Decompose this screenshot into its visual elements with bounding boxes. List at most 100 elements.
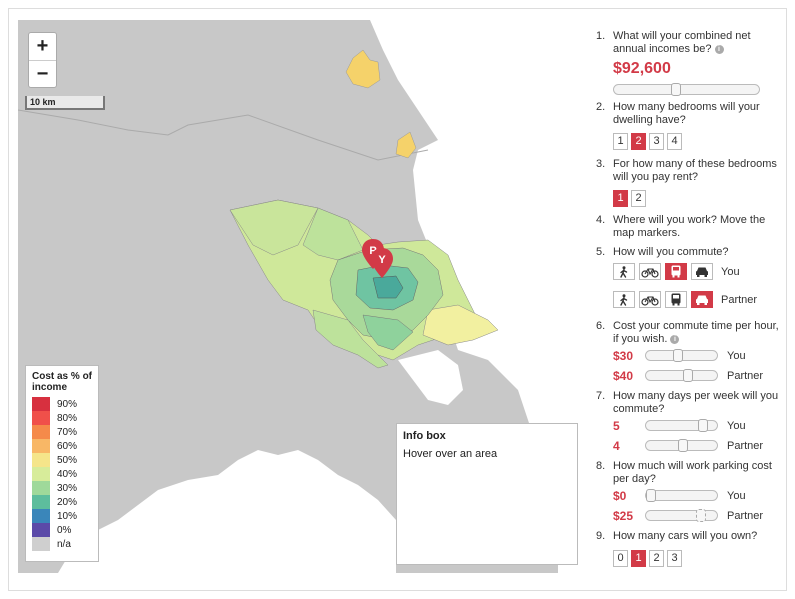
legend-item: n/a — [32, 537, 92, 551]
legend-swatch — [32, 523, 50, 537]
outlying-suburb-north[interactable] — [345, 49, 381, 89]
info-icon[interactable]: i — [714, 45, 724, 54]
q1-number: 1. — [596, 30, 606, 42]
slider-handle[interactable] — [673, 349, 683, 362]
legend: Cost as % of income 90% 80% 70% 60% 50% 40% 30… — [25, 365, 99, 562]
q3-number: 3. — [596, 158, 606, 170]
legend-label: 60% — [57, 440, 78, 452]
walk-icon — [618, 293, 630, 306]
legend-item: 60% — [32, 439, 92, 453]
commute-you-bus-button[interactable] — [665, 263, 687, 280]
q7-number: 7. — [596, 390, 606, 402]
parking-partner-slider[interactable] — [645, 509, 718, 522]
time-cost-you-slider[interactable] — [645, 349, 718, 362]
region-south[interactable] — [362, 314, 414, 351]
cars-option[interactable]: 2 — [649, 550, 664, 567]
bike-icon — [641, 294, 659, 306]
map[interactable]: P Y + − 10 km Cost as % of income 90% 80%… — [18, 20, 586, 573]
legend-title: Cost as % of income — [32, 371, 93, 393]
commute-partner-bike-button[interactable] — [639, 291, 661, 308]
district-boundary — [18, 109, 429, 161]
legend-label: 20% — [57, 496, 78, 508]
commute-partner-walk-button[interactable] — [613, 291, 635, 308]
q3-text: For how many of these bedrooms will you … — [613, 158, 777, 183]
bedrooms-option[interactable]: 4 — [667, 133, 682, 150]
income-value: $92,600 — [613, 60, 671, 77]
commute-you-bike-button[interactable] — [639, 263, 661, 280]
time-cost-you-value: $30 — [613, 349, 634, 363]
bedrooms-option[interactable]: 1 — [613, 133, 628, 150]
days-partner-label: Partner — [727, 440, 764, 452]
cars-option[interactable]: 3 — [667, 550, 682, 567]
commute-you-car-button[interactable] — [691, 263, 713, 280]
q2-text: How many bedrooms will your dwelling hav… — [613, 101, 760, 126]
q9-text: How many cars will you own? — [613, 530, 758, 542]
time-cost-partner-value: $40 — [613, 369, 634, 383]
q2-number: 2. — [596, 101, 606, 113]
region-northwest[interactable] — [229, 199, 319, 256]
info-box-text: Hover over an area — [403, 448, 498, 460]
legend-swatch — [32, 509, 50, 523]
income-slider-handle[interactable] — [671, 83, 681, 96]
q1-text: What will your combined net annual incom… — [613, 30, 781, 56]
walk-icon — [618, 265, 630, 278]
legend-label: n/a — [57, 538, 71, 550]
info-icon[interactable]: i — [670, 335, 680, 344]
legend-swatch — [32, 537, 50, 551]
sea-area — [370, 20, 586, 573]
cars-option[interactable]: 1 — [631, 550, 646, 567]
rent-bedrooms-option[interactable]: 1 — [613, 190, 628, 207]
commute-partner-car-button[interactable] — [691, 291, 713, 308]
region-east-yellow[interactable] — [422, 304, 499, 346]
zoom-out-button[interactable]: − — [29, 60, 56, 87]
legend-label: 90% — [57, 398, 78, 410]
days-you-slider[interactable] — [645, 419, 718, 432]
q6-text: Cost your commute time per hour, if you … — [613, 320, 781, 346]
slider-handle[interactable] — [678, 439, 688, 452]
legend-label: 50% — [57, 454, 78, 466]
cars-option[interactable]: 0 — [613, 550, 628, 567]
days-partner-slider[interactable] — [645, 439, 718, 452]
commute-partner-bus-button[interactable] — [665, 291, 687, 308]
outlying-suburb-coast[interactable] — [395, 131, 417, 159]
car-icon — [695, 266, 709, 277]
income-slider[interactable] — [613, 83, 760, 96]
rent-bedrooms-option[interactable]: 2 — [631, 190, 646, 207]
legend-item: 0% — [32, 523, 92, 537]
time-cost-partner-label: Partner — [727, 370, 764, 382]
bedrooms-option[interactable]: 2 — [631, 133, 646, 150]
commute-modes-partner — [613, 291, 713, 308]
commute-you-walk-button[interactable] — [613, 263, 635, 280]
zoom-control: + − — [28, 32, 57, 88]
bus-icon — [670, 265, 682, 278]
legend-swatch — [32, 425, 50, 439]
q8-text: How much will work parking cost per day? — [613, 460, 772, 485]
slider-handle[interactable] — [696, 509, 706, 522]
q7-text: How many days per week will you commute? — [613, 390, 779, 415]
slider-handle[interactable] — [646, 489, 656, 502]
q8-number: 8. — [596, 460, 606, 472]
bedrooms-option[interactable]: 3 — [649, 133, 664, 150]
region-cbd[interactable] — [372, 275, 404, 299]
legend-label: 0% — [57, 524, 72, 536]
region-southwest[interactable] — [312, 309, 389, 369]
parking-you-label: You — [727, 490, 746, 502]
marker-you-work[interactable]: Y — [371, 248, 393, 278]
parking-you-slider[interactable] — [645, 489, 718, 502]
marker-label-y: Y — [378, 254, 386, 266]
legend-label: 30% — [57, 482, 78, 494]
legend-item: 40% — [32, 467, 92, 481]
time-cost-partner-slider[interactable] — [645, 369, 718, 382]
slider-handle[interactable] — [698, 419, 708, 432]
legend-label: 40% — [57, 468, 78, 480]
q9-number: 9. — [596, 530, 606, 542]
legend-item: 70% — [32, 425, 92, 439]
map-canvas[interactable] — [18, 20, 586, 573]
slider-handle[interactable] — [683, 369, 693, 382]
zoom-in-button[interactable]: + — [36, 35, 49, 57]
legend-item: 90% — [32, 397, 92, 411]
q1-label: What will your combined net annual incom… — [613, 30, 751, 55]
legend-item: 50% — [32, 453, 92, 467]
